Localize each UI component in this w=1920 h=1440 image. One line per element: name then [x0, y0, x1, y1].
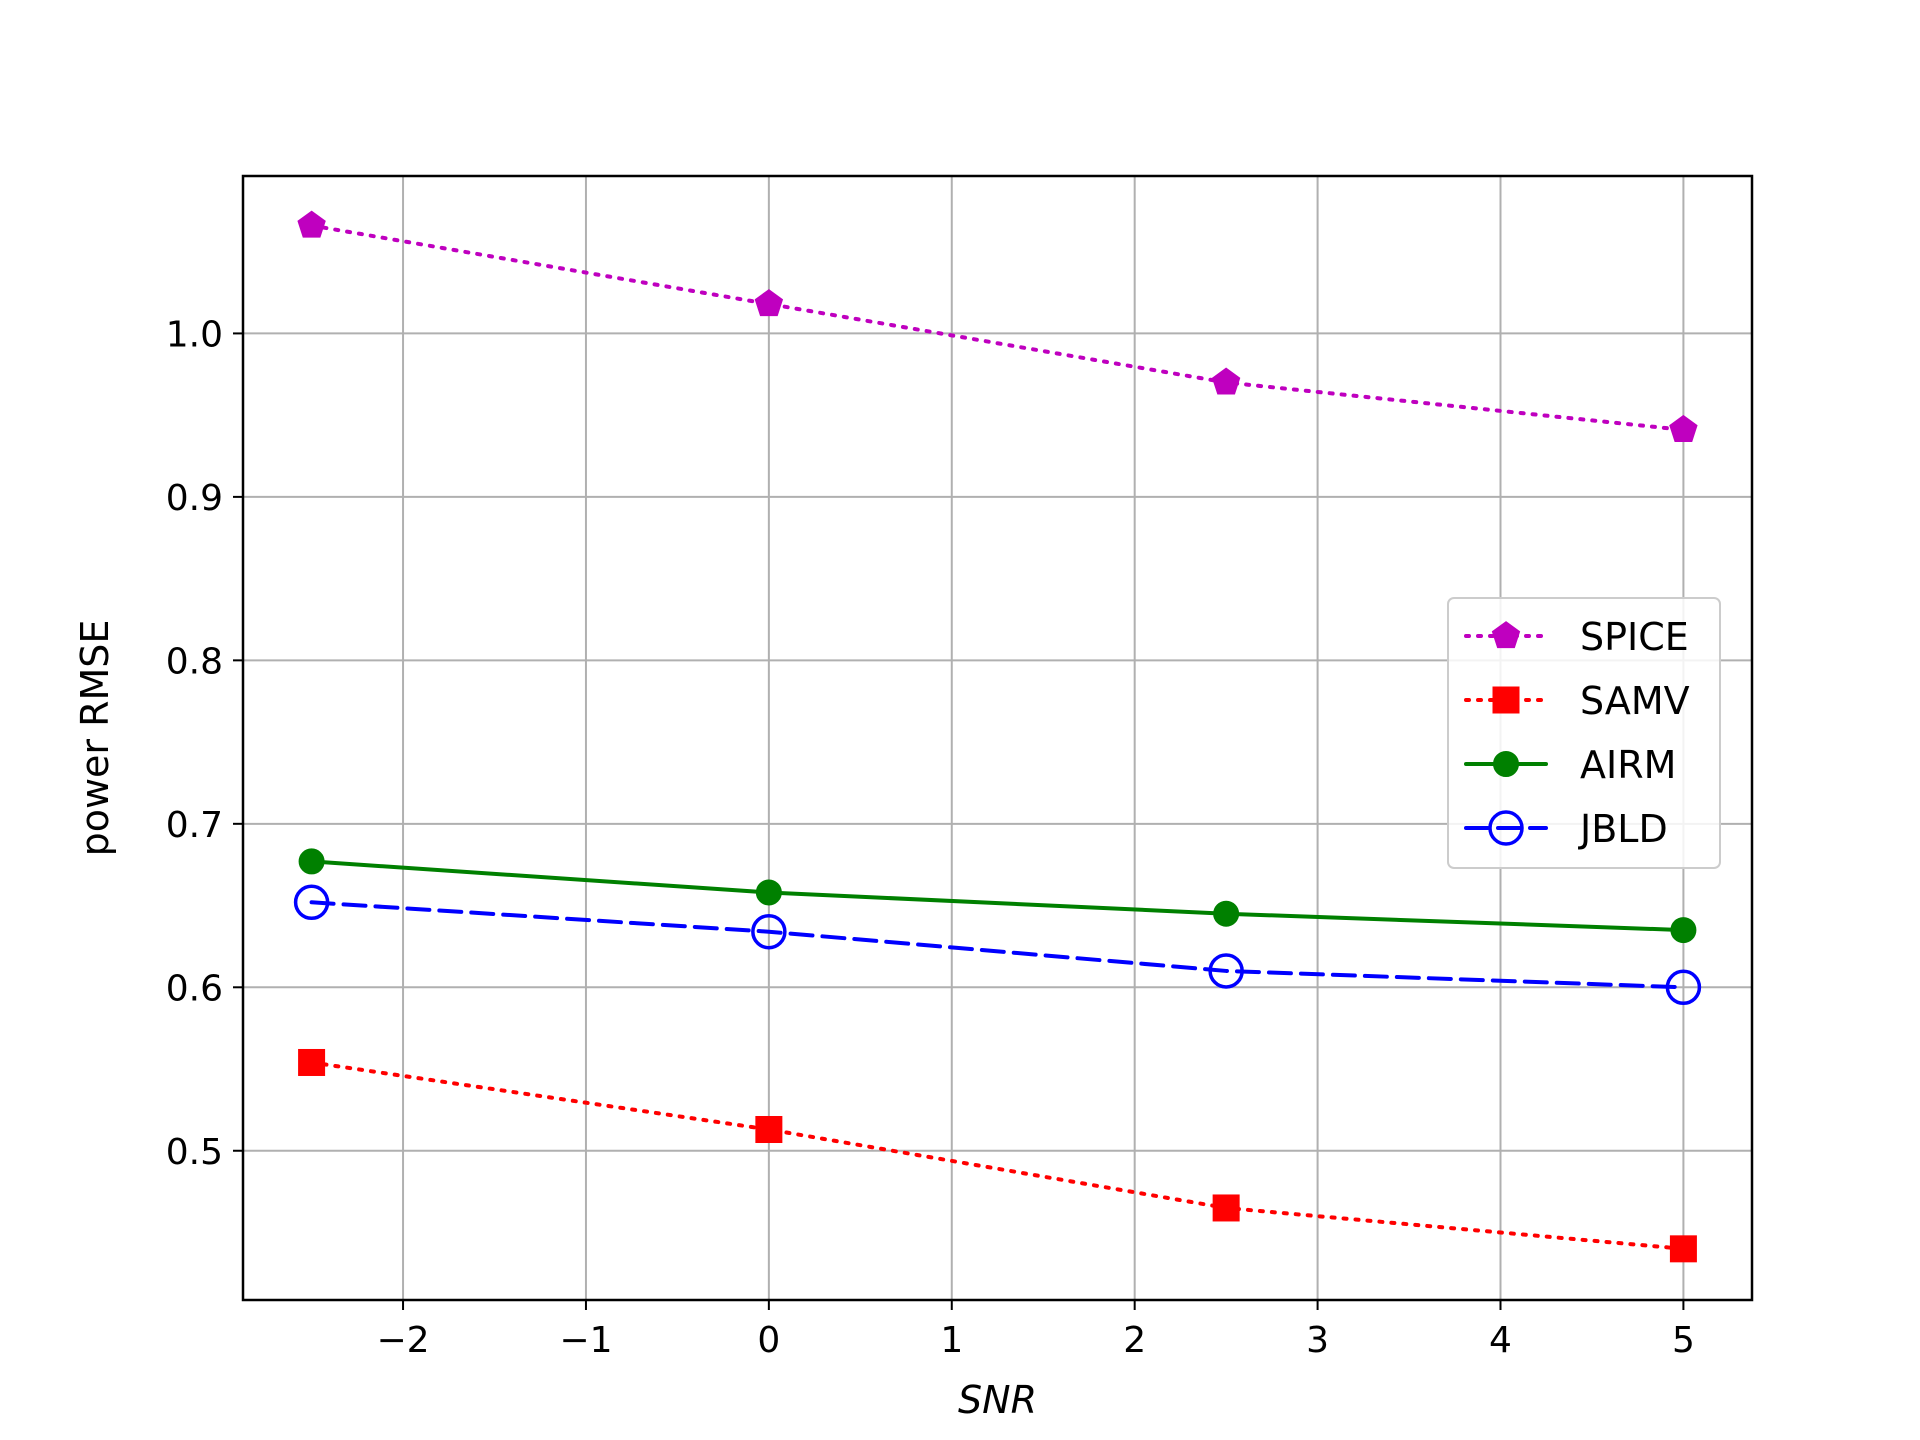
x-tick-label: 3	[1306, 1320, 1329, 1361]
y-tick-label: 0.9	[166, 478, 223, 519]
series-line-jbld	[309, 900, 1686, 990]
grid	[243, 176, 1752, 1300]
y-tick-label: 0.5	[166, 1132, 223, 1173]
legend-label-spice: SPICE	[1580, 615, 1689, 659]
series-jbld	[293, 884, 1702, 1006]
data-point-samv	[1212, 1194, 1240, 1222]
x-tick-label: 5	[1672, 1320, 1695, 1361]
data-point-spice	[297, 210, 326, 238]
x-tick-label: 1	[940, 1320, 963, 1361]
x-tick-label: −2	[377, 1320, 430, 1361]
x-tick-label: 4	[1489, 1320, 1512, 1361]
y-tick-label: 0.6	[166, 968, 223, 1009]
data-point-spice	[1669, 414, 1698, 442]
y-tick-label: 0.8	[166, 641, 223, 682]
data-point-samv	[755, 1116, 783, 1144]
series-line-airm	[309, 859, 1686, 933]
y-tick-label: 1.0	[166, 314, 223, 355]
legend-item-spice: SPICE	[1464, 615, 1689, 659]
legend-label-jbld: JBLD	[1578, 807, 1668, 851]
legend-item-jbld: JBLD	[1464, 807, 1668, 851]
data-point-airm	[1213, 900, 1240, 927]
series-samv	[298, 1048, 1697, 1263]
data-point-airm	[1670, 917, 1697, 944]
series-line-samv	[309, 1060, 1686, 1251]
legend-label-samv: SAMV	[1580, 679, 1690, 723]
data-point-spice	[1211, 367, 1241, 395]
data-point-samv	[1669, 1235, 1697, 1263]
legend-marker-samv	[1492, 686, 1520, 714]
y-tick-label: 0.7	[166, 805, 223, 846]
legend-marker-airm	[1493, 751, 1519, 777]
x-tick-label: 0	[757, 1320, 780, 1361]
legend-marker-spice	[1491, 621, 1521, 649]
series-airm	[298, 848, 1697, 944]
data-point-samv	[298, 1048, 326, 1076]
data-point-jbld	[1665, 969, 1702, 1006]
y-axis-title: power RMSE	[73, 620, 117, 857]
data-point-jbld	[293, 884, 330, 921]
legend-item-samv: SAMV	[1464, 679, 1690, 723]
x-tick-label: 2	[1123, 1320, 1146, 1361]
legend: SPICE SAMV AIRM JBLD	[1447, 597, 1721, 869]
legend-label-airm: AIRM	[1580, 743, 1676, 787]
data-point-jbld	[1208, 953, 1244, 989]
plot-series	[293, 210, 1702, 1263]
legend-box	[1447, 597, 1721, 869]
x-axis-title: SNR	[958, 1378, 1037, 1422]
series-spice	[297, 210, 1698, 442]
data-point-jbld	[751, 913, 787, 950]
legend-item-airm: AIRM	[1464, 743, 1676, 787]
axis-ticks: −2 −1 0 1 2 3 4 5 0.5 0.6 0.7 0.8 0.9 1.0	[166, 314, 1695, 1361]
legend-marker-jbld	[1488, 810, 1524, 846]
series-line-spice	[309, 223, 1686, 432]
plot-frame	[241, 174, 1754, 1302]
data-point-airm	[298, 848, 325, 875]
x-tick-label: −1	[559, 1320, 612, 1361]
data-point-spice	[754, 289, 784, 317]
data-point-airm	[755, 879, 782, 906]
